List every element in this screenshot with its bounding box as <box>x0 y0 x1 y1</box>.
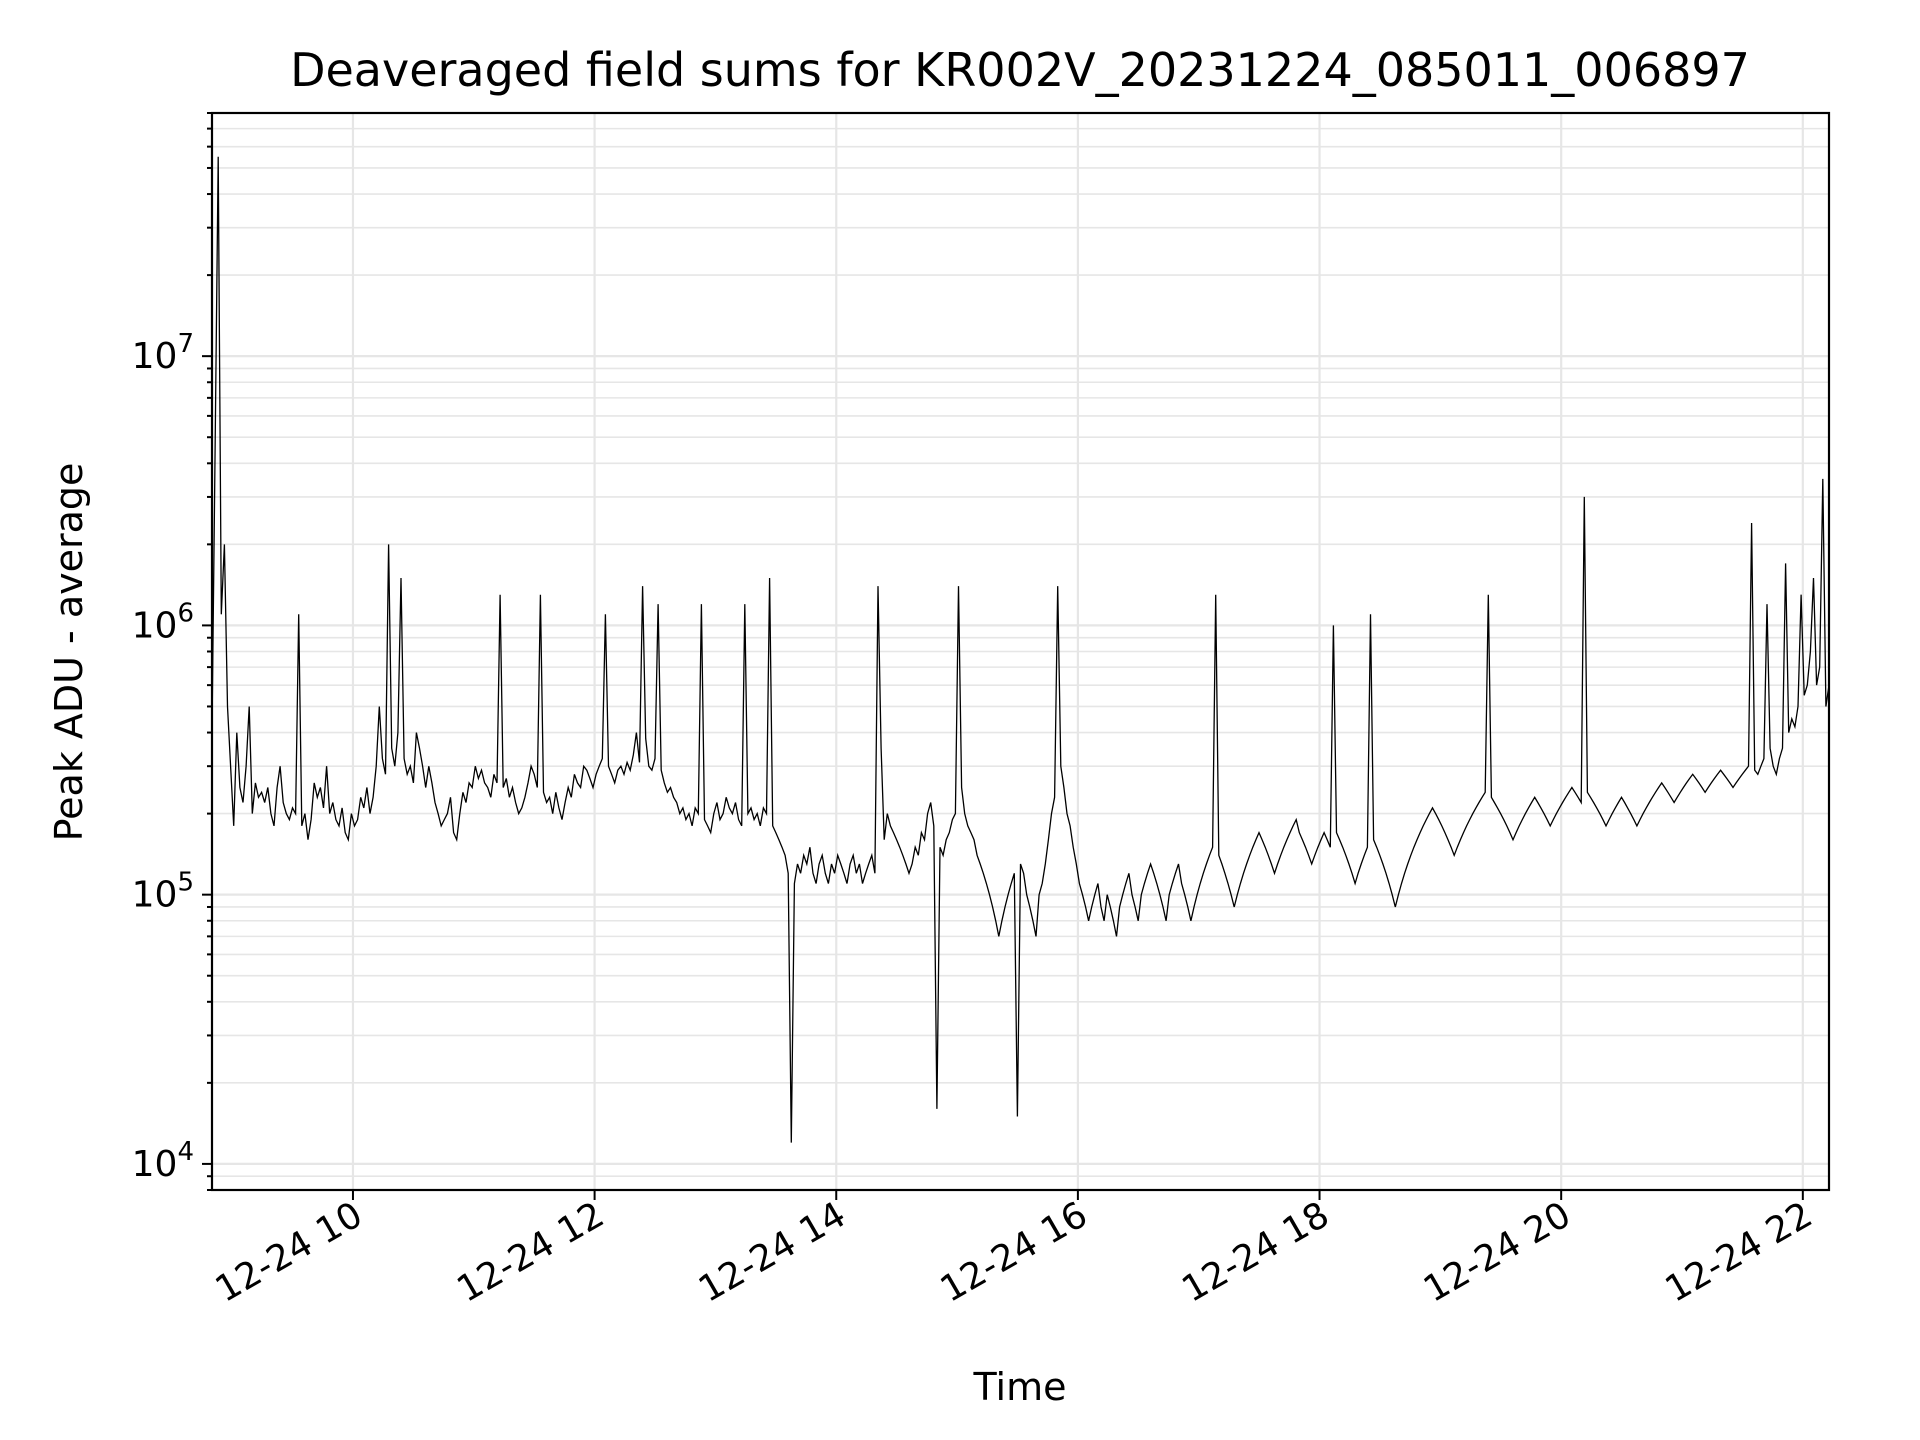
y-tick-label: 106 <box>132 598 194 646</box>
y-axis-label: Peak ADU - average <box>47 463 91 842</box>
x-axis-label: Time <box>973 1365 1067 1409</box>
y-tick-label-base: 10 <box>132 1144 178 1185</box>
y-tick-label: 104 <box>132 1137 194 1185</box>
series-line <box>211 156 1830 1143</box>
y-tick-label-exponent: 5 <box>177 868 194 898</box>
y-tick-label-exponent: 4 <box>177 1137 194 1167</box>
series-group <box>211 156 1830 1143</box>
y-tick-label: 107 <box>132 329 194 377</box>
y-tick-label-exponent: 6 <box>177 598 194 628</box>
y-tick-label: 105 <box>132 868 194 916</box>
y-tick-label-base: 10 <box>132 875 178 916</box>
chart-title: Deaveraged field sums for KR002V_2023122… <box>290 43 1750 97</box>
y-tick-label-exponent: 7 <box>177 329 194 359</box>
y-tick-label-base: 10 <box>132 605 178 646</box>
y-tick-label-base: 10 <box>132 336 178 377</box>
grid <box>212 112 1829 1191</box>
